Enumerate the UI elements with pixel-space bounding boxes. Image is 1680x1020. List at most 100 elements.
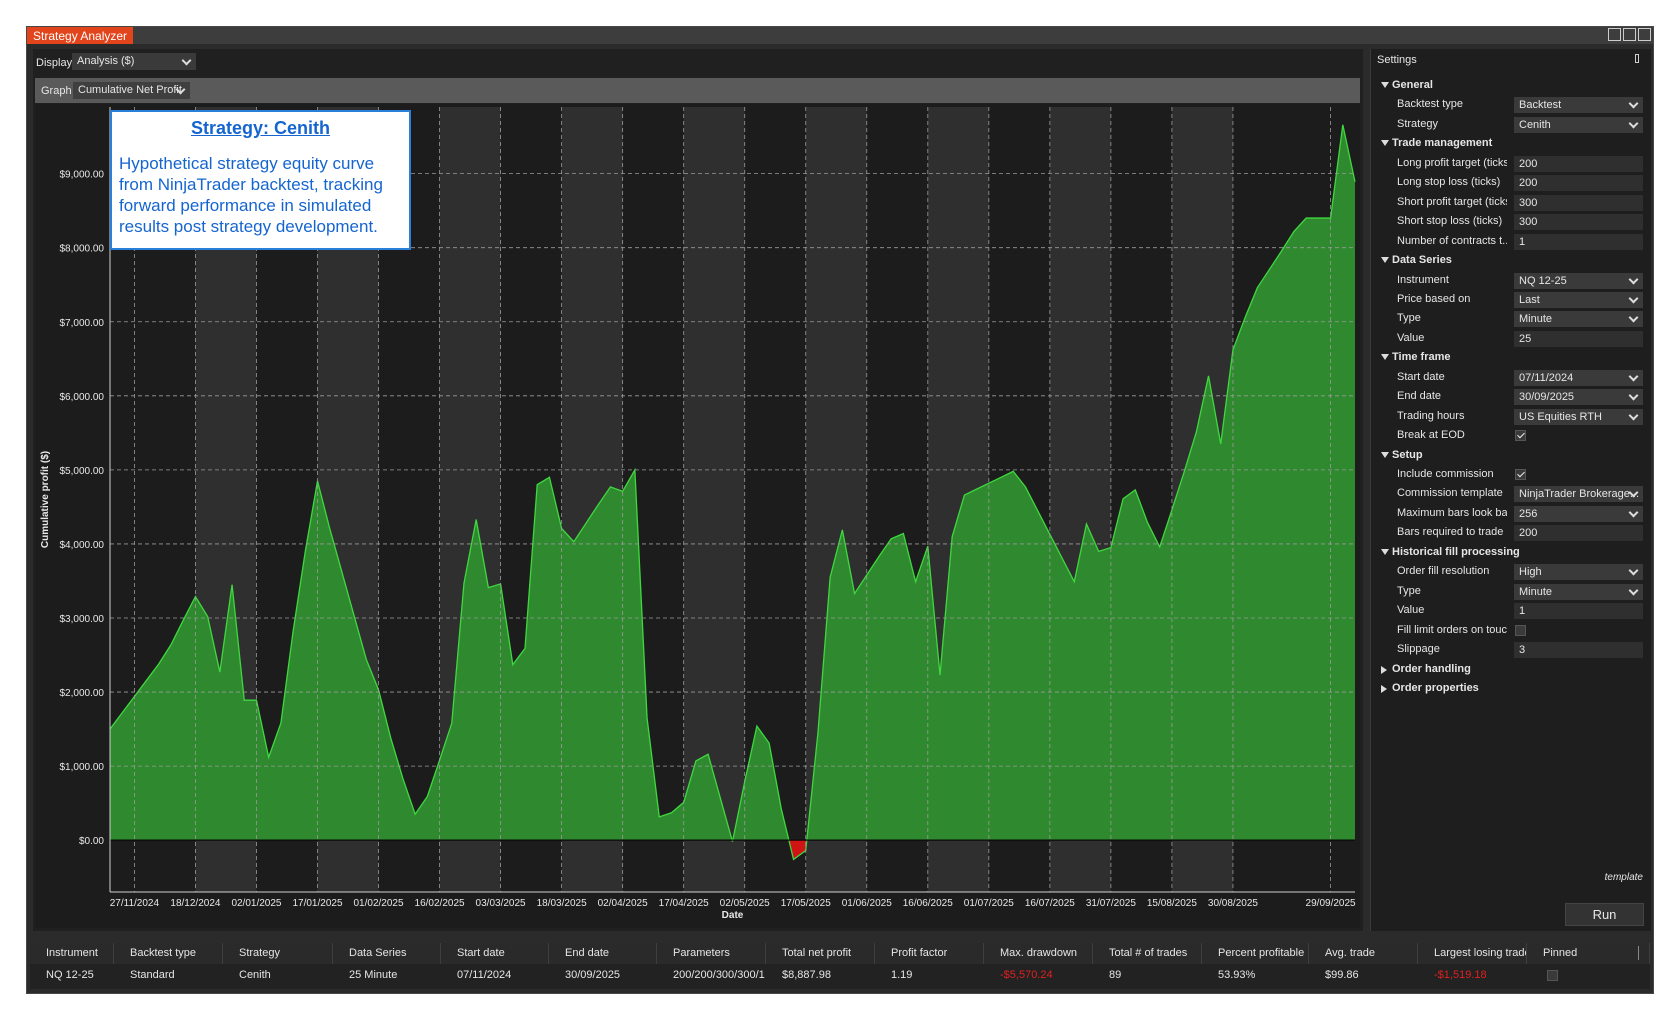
table-cell: -$1,519.18	[1434, 969, 1487, 981]
text-input[interactable]: 300	[1514, 194, 1643, 211]
column-header[interactable]: Avg. trade	[1309, 943, 1418, 964]
dropdown[interactable]: 07/11/2024	[1514, 369, 1643, 386]
setting-label: Slippage	[1397, 643, 1440, 656]
dropdown[interactable]: High	[1514, 564, 1643, 581]
column-header[interactable]: Pinned	[1527, 943, 1650, 964]
column-header[interactable]: Parameters	[657, 943, 766, 964]
dropdown[interactable]: Minute	[1514, 311, 1643, 328]
maximize-button[interactable]	[1623, 28, 1636, 41]
close-button[interactable]	[1638, 28, 1651, 41]
column-header[interactable]: Total # of trades	[1093, 943, 1202, 964]
expand-arrow[interactable]	[1381, 354, 1389, 361]
setting-label: Value	[1397, 604, 1425, 617]
setting-label: Instrument	[1397, 273, 1449, 286]
table-cell: $99.86	[1325, 969, 1359, 981]
setting-label: Fill limit orders on touch	[1397, 623, 1507, 636]
expand-arrow[interactable]	[1381, 548, 1389, 555]
scroll-arrows	[1638, 946, 1646, 960]
display-label: Display	[36, 57, 73, 69]
column-header[interactable]: Data Series	[333, 943, 441, 964]
x-tick-label: 15/08/2025	[1147, 898, 1197, 909]
table-cell: 200/200/300/300/1 (L	[673, 969, 766, 981]
expand-arrow[interactable]	[1381, 257, 1389, 264]
section-header[interactable]: Order handling	[1392, 662, 1471, 675]
y-tick-label: $0.00	[79, 836, 104, 847]
y-tick-label: $6,000.00	[60, 392, 105, 403]
x-tick-label: 16/07/2025	[1025, 898, 1075, 909]
text-input[interactable]: 25	[1514, 330, 1643, 347]
setting-label: Long profit target (ticks)	[1397, 156, 1507, 169]
dropdown[interactable]: Cenith	[1514, 116, 1643, 133]
column-header[interactable]: Max. drawdown	[984, 943, 1093, 964]
column-header[interactable]: Percent profitable	[1202, 943, 1309, 964]
section-header[interactable]: Historical fill processing	[1392, 545, 1520, 558]
setting-label: Strategy	[1397, 117, 1438, 130]
section-header[interactable]: General	[1392, 79, 1433, 91]
x-tick-label: 03/03/2025	[476, 898, 526, 909]
dropdown[interactable]: 30/09/2025	[1514, 389, 1643, 406]
section-header[interactable]: Data Series	[1392, 254, 1452, 267]
graph-label: Graph	[41, 85, 72, 97]
table-cell: Standard	[130, 969, 175, 981]
checkbox[interactable]	[1547, 970, 1558, 981]
dropdown[interactable]: Last	[1514, 291, 1643, 308]
setting-label: Commission template	[1397, 487, 1503, 500]
section-header[interactable]: Setup	[1392, 448, 1423, 461]
text-input[interactable]: 200	[1514, 525, 1643, 542]
checkbox[interactable]	[1515, 430, 1526, 442]
graph-bar	[35, 78, 1360, 103]
setting-label: Short profit target (ticks)	[1397, 195, 1507, 208]
y-tick-label: $4,000.00	[60, 540, 105, 551]
expand-arrow[interactable]	[1381, 451, 1389, 458]
checkbox[interactable]	[1515, 469, 1526, 480]
graph-dropdown[interactable]: Cumulative Net Profit	[73, 82, 190, 99]
table-cell: NQ 12-25	[46, 969, 94, 981]
text-input[interactable]: 300	[1514, 214, 1643, 231]
text-input[interactable]: 1	[1514, 603, 1643, 620]
text-input[interactable]: 200	[1514, 155, 1643, 172]
dropdown[interactable]: Minute	[1514, 583, 1643, 600]
x-tick-label: 31/07/2025	[1086, 898, 1136, 909]
expand-arrow[interactable]	[1381, 140, 1389, 147]
x-tick-label: 17/05/2025	[781, 898, 831, 909]
setting-label: Number of contracts t...	[1397, 234, 1507, 247]
column-header[interactable]: Profit factor	[875, 943, 984, 964]
section-header[interactable]: Time frame	[1392, 351, 1451, 364]
section-header[interactable]: Order properties	[1392, 681, 1479, 694]
dropdown[interactable]: Backtest	[1514, 97, 1643, 114]
setting-label: Long stop loss (ticks)	[1397, 176, 1501, 189]
settings-panel: Settings General Backtest type Backtest Stra…	[1370, 49, 1651, 931]
setting-label: Start date	[1397, 370, 1445, 383]
column-header[interactable]: Backtest type	[114, 943, 223, 964]
expand-arrow[interactable]	[1381, 82, 1389, 88]
collapse-arrow[interactable]	[1381, 684, 1387, 693]
dropdown[interactable]: 256	[1514, 505, 1643, 522]
display-dropdown[interactable]: Analysis ($)	[72, 53, 196, 70]
collapse-arrow[interactable]	[1381, 665, 1387, 674]
column-header[interactable]: Start date	[441, 943, 549, 964]
x-tick-label: 16/06/2025	[903, 898, 953, 909]
section-header[interactable]: Trade management	[1392, 137, 1493, 150]
column-header[interactable]: Largest losing trade	[1418, 943, 1527, 964]
column-header[interactable]: Instrument	[30, 943, 114, 964]
dropdown[interactable]: NQ 12-25	[1514, 272, 1643, 289]
minimize-button[interactable]	[1608, 28, 1621, 41]
setting-label: End date	[1397, 390, 1442, 403]
run-button[interactable]: Run	[1565, 903, 1644, 926]
column-header[interactable]: Strategy	[223, 943, 333, 964]
y-axis-label: Cumulative profit ($)	[40, 451, 51, 548]
table-cell: Cenith	[239, 969, 271, 981]
dropdown[interactable]: US Equities RTH	[1514, 408, 1643, 425]
setting-label: Maximum bars look ba...	[1397, 506, 1507, 519]
checkbox[interactable]	[1515, 624, 1526, 636]
setting-label: Order fill resolution	[1397, 565, 1490, 578]
dropdown[interactable]: NinjaTrader Brokerage...	[1514, 486, 1643, 503]
area-negative	[732, 840, 807, 860]
text-input[interactable]: 3	[1514, 642, 1643, 659]
text-input[interactable]: 200	[1514, 175, 1643, 192]
text-input[interactable]: 1	[1514, 233, 1643, 250]
setting-label: Bars required to trade	[1397, 526, 1504, 539]
column-header[interactable]: End date	[549, 943, 657, 964]
column-header[interactable]: Total net profit	[766, 943, 875, 964]
annotation-box: Strategy: Cenith Hypothetical strategy e…	[110, 110, 411, 250]
